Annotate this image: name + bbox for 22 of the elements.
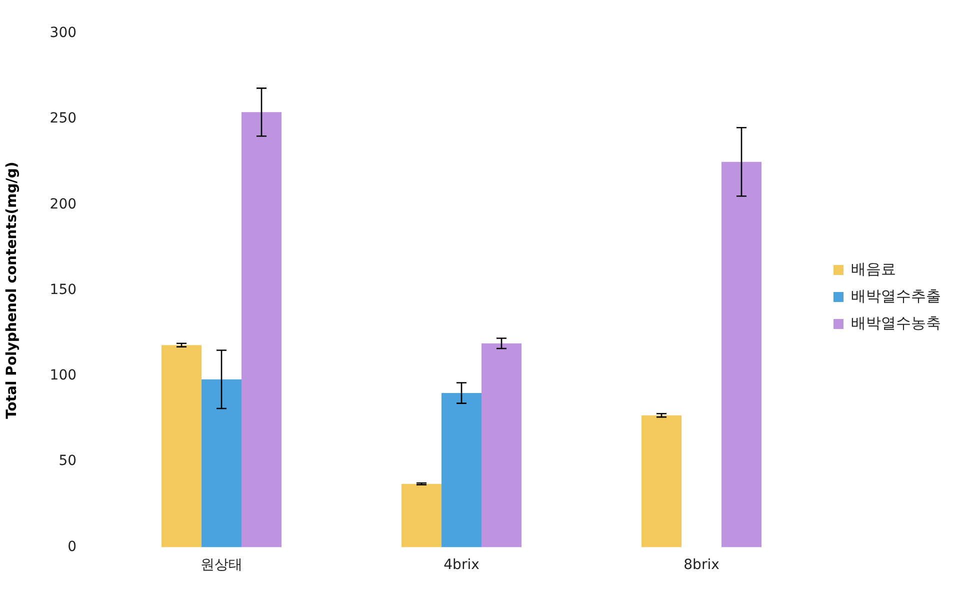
bar (642, 415, 682, 548)
y-tick-label: 100 (50, 368, 77, 384)
legend-label: 배박열수농축 (851, 314, 941, 332)
bar (442, 393, 482, 548)
x-tick-label: 원상태 (200, 557, 243, 574)
bar (242, 112, 282, 548)
y-tick-label: 250 (50, 110, 77, 127)
bar (162, 345, 202, 548)
y-tick-label: 0 (68, 538, 77, 555)
y-tick-label: 200 (50, 196, 77, 212)
bar (402, 484, 442, 548)
y-tick-label: 50 (58, 453, 77, 470)
bar (482, 343, 522, 548)
legend-label: 배음료 (851, 260, 896, 278)
x-tick-label: 8brix (684, 557, 720, 574)
bar (722, 162, 762, 548)
legend-label: 배박열수추출 (851, 286, 941, 305)
x-tick-label: 4brix (444, 557, 480, 574)
y-tick-label: 150 (50, 282, 77, 298)
y-tick-label: 300 (50, 25, 77, 42)
bar (202, 379, 242, 548)
y-axis-title: Total Polyphenol contents(mg/g) (4, 162, 20, 419)
